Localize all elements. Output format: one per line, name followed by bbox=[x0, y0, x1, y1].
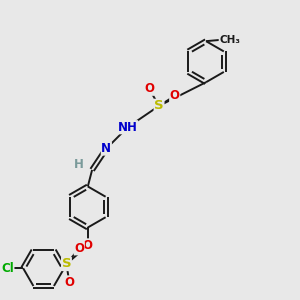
Text: NH: NH bbox=[118, 121, 138, 134]
Text: H: H bbox=[74, 158, 84, 171]
Text: O: O bbox=[83, 239, 93, 252]
Text: N: N bbox=[101, 142, 111, 155]
Text: Cl: Cl bbox=[1, 262, 14, 275]
Text: O: O bbox=[64, 276, 74, 289]
Text: O: O bbox=[170, 89, 180, 102]
Text: O: O bbox=[74, 242, 84, 255]
Text: CH₃: CH₃ bbox=[219, 35, 240, 45]
Text: S: S bbox=[61, 257, 71, 271]
Text: S: S bbox=[154, 99, 164, 112]
Text: O: O bbox=[144, 82, 154, 95]
